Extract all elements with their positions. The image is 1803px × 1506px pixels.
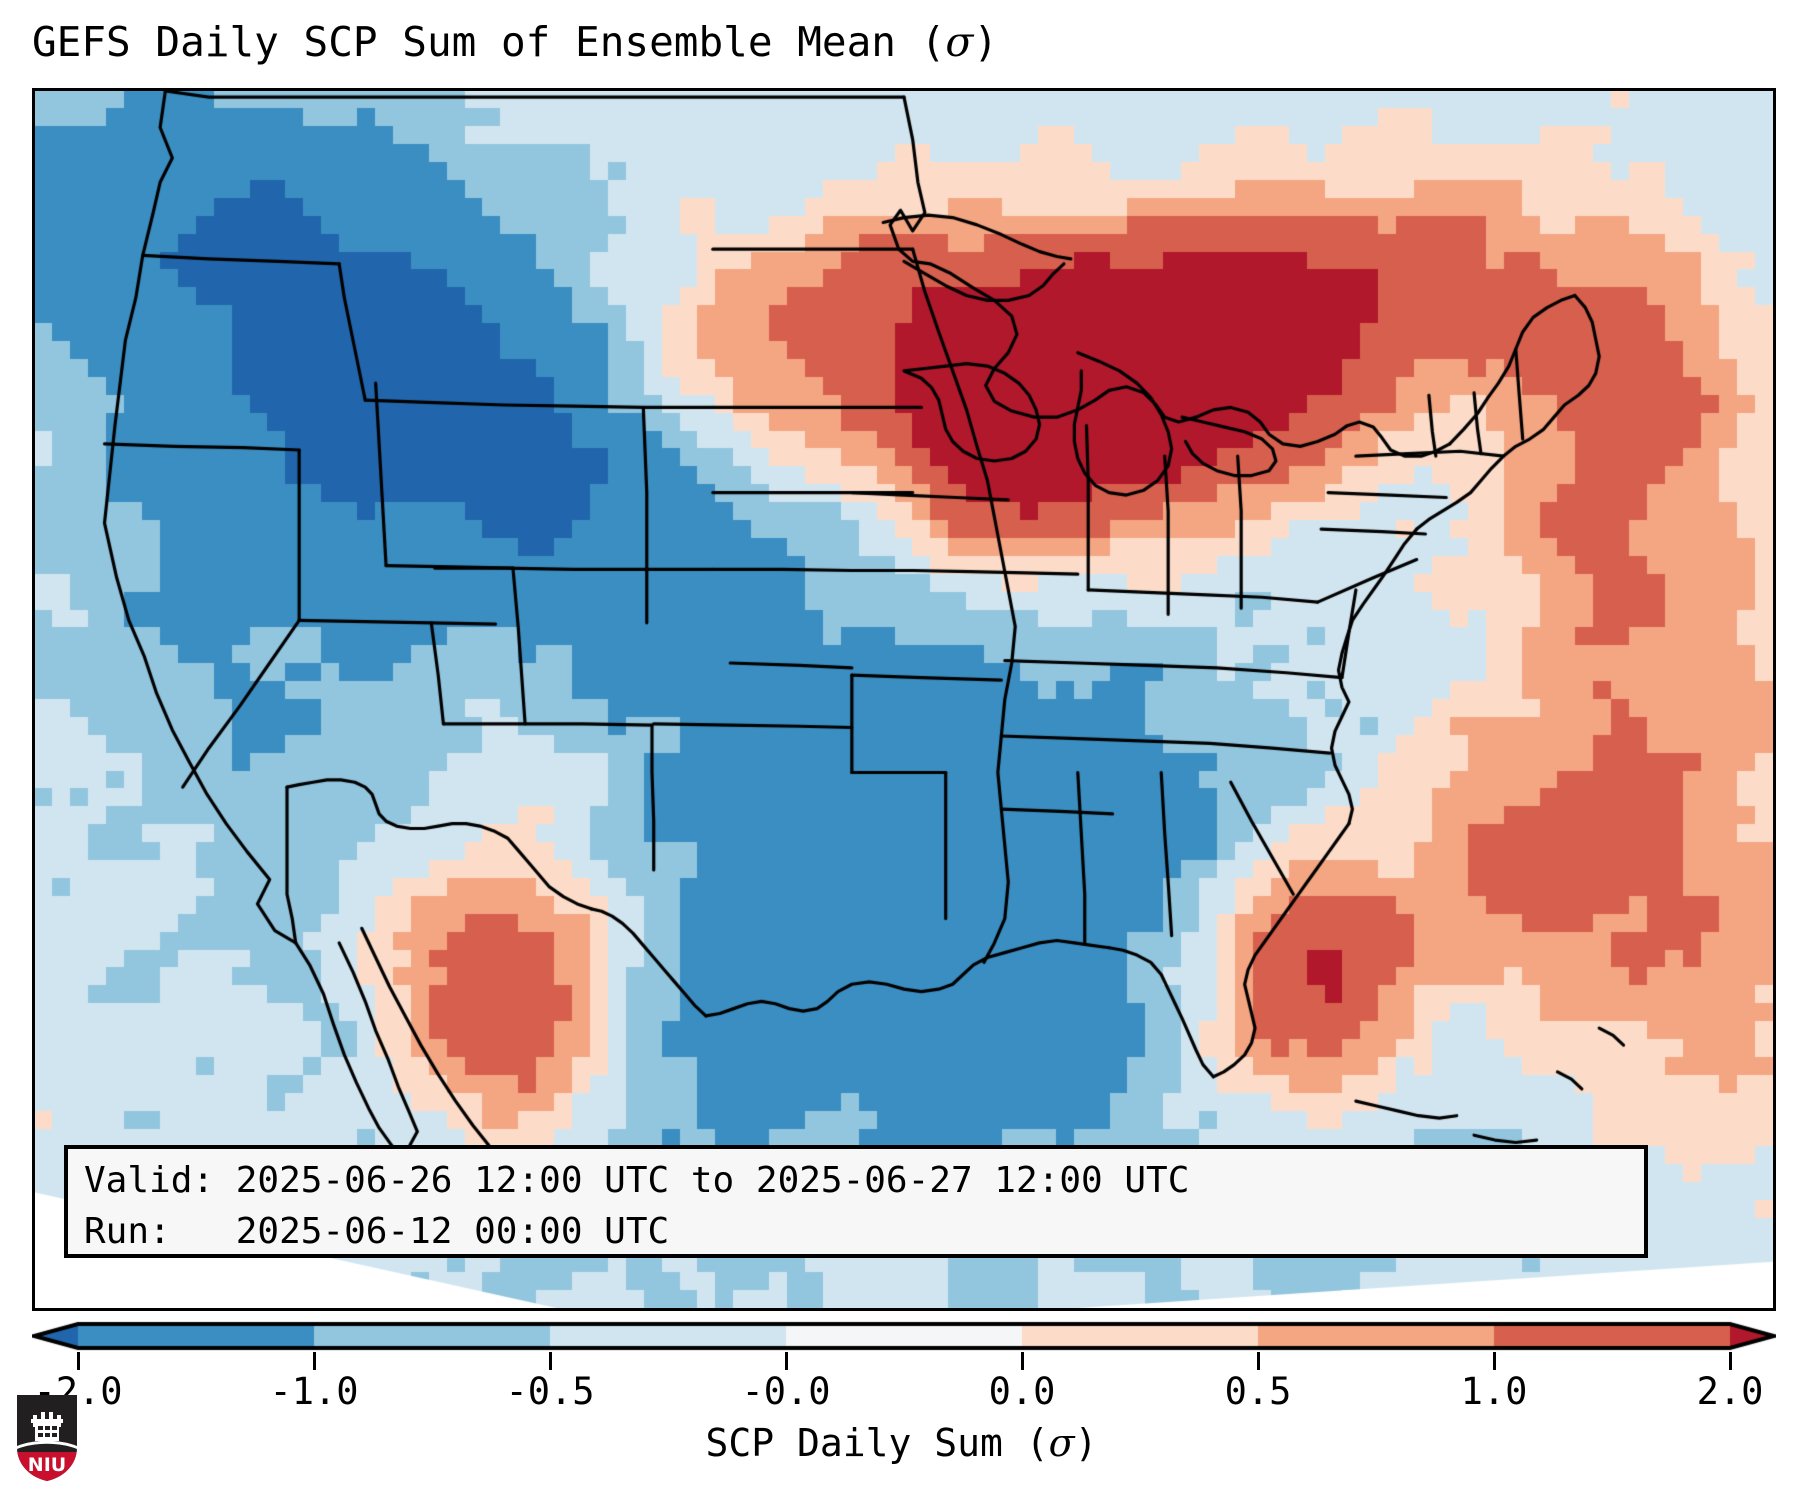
colorbar-tick-label: -0.0 xyxy=(741,1370,831,1413)
colorbar-tick-label: -1.0 xyxy=(269,1370,359,1413)
colorbar-axis-label: SCP Daily Sum (σ) xyxy=(0,1420,1803,1466)
colorbar-tick xyxy=(548,1352,552,1370)
sigma-symbol-colorbar: σ xyxy=(1048,1421,1075,1465)
colorbar-tick-label: 0.5 xyxy=(1224,1370,1292,1413)
colorbar-tick xyxy=(1492,1352,1496,1370)
niu-logo: NIU xyxy=(17,1395,77,1481)
colorbar-ticks xyxy=(32,1352,1776,1370)
colorbar-tick xyxy=(1256,1352,1260,1370)
colorbar-label-text: SCP Daily Sum ( xyxy=(705,1421,1049,1465)
map-plot-area xyxy=(32,88,1776,1311)
colorbar-label-suffix: ) xyxy=(1074,1421,1098,1465)
page-title-text: GEFS Daily SCP Sum of Ensemble Mean ( xyxy=(32,18,946,66)
colorbar-tick-label: 2.0 xyxy=(1696,1370,1764,1413)
page-title: GEFS Daily SCP Sum of Ensemble Mean (σ) xyxy=(32,18,1772,66)
sigma-symbol: σ xyxy=(945,18,974,66)
colorbar-tick xyxy=(312,1352,316,1370)
niu-logo-text: NIU xyxy=(28,1454,66,1476)
colorbar-tick xyxy=(76,1352,80,1370)
colorbar-tick-label: -0.5 xyxy=(505,1370,595,1413)
colorbar-canvas xyxy=(32,1316,1776,1356)
colorbar-tick xyxy=(784,1352,788,1370)
colorbar-tick-label: 0.0 xyxy=(988,1370,1056,1413)
info-box: Valid: 2025-06-26 12:00 UTC to 2025-06-2… xyxy=(64,1145,1648,1258)
colorbar-tick xyxy=(1020,1352,1024,1370)
valid-time-line: Valid: 2025-06-26 12:00 UTC to 2025-06-2… xyxy=(84,1160,1190,1201)
colorbar xyxy=(32,1316,1776,1356)
map-boundaries-canvas xyxy=(35,91,1773,1308)
colorbar-tick-label: 1.0 xyxy=(1460,1370,1528,1413)
run-time-line: Run: 2025-06-12 00:00 UTC xyxy=(84,1211,670,1252)
colorbar-tick xyxy=(1728,1352,1732,1370)
page-title-suffix: ) xyxy=(973,18,998,66)
colorbar-tick-labels: -2.0 -1.0 -0.5 -0.0 0.0 0.5 1.0 2.0 xyxy=(0,1370,1803,1416)
